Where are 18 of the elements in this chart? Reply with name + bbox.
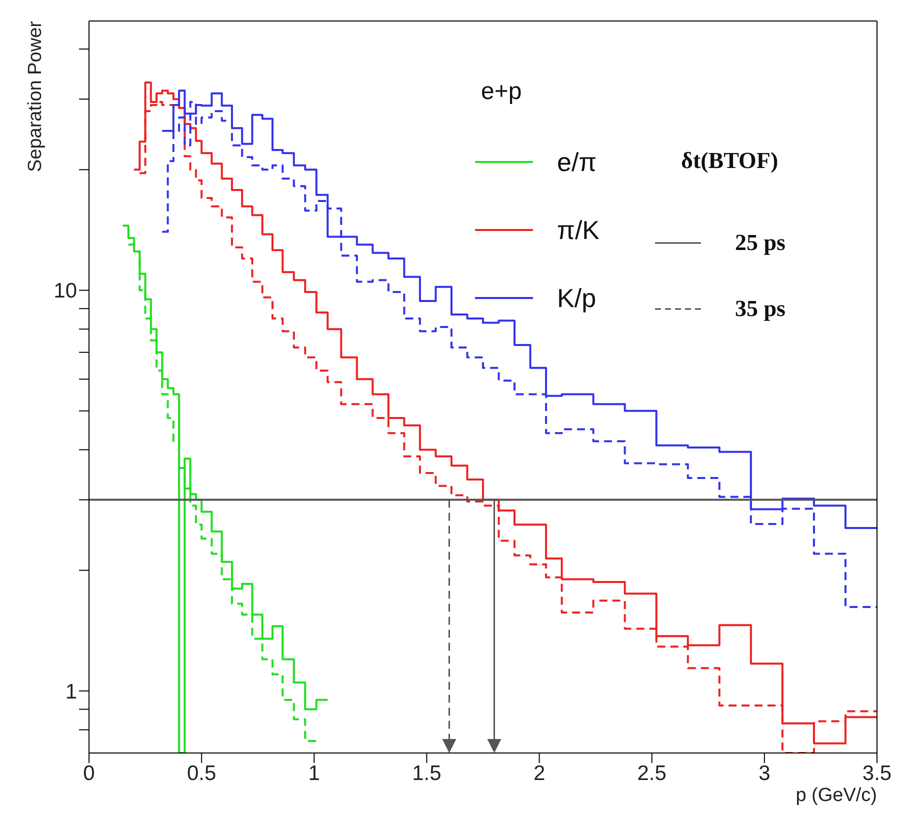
y-tick-label: 10 — [54, 280, 77, 303]
x-tick-label: 2.5 — [637, 762, 666, 785]
annotation: 35 ps — [735, 296, 786, 322]
y-axis-title: Separation Power — [25, 20, 46, 172]
annotation: δt(BTOF) — [681, 148, 780, 175]
legend-label: π/K — [557, 214, 600, 246]
x-tick-label: 3 — [758, 762, 770, 785]
legend-label: K/p — [557, 282, 596, 314]
x-axis-title: p (GeV/c) — [796, 785, 877, 806]
x-tick-label: 1 — [308, 762, 320, 785]
legend-title: e+p — [481, 78, 523, 106]
annotation: 25 ps — [735, 230, 786, 256]
legend-label: e/π — [557, 146, 597, 178]
x-tick-label: 0.5 — [186, 762, 216, 785]
x-tick-label: 2 — [533, 762, 546, 785]
x-tick-label: 0 — [83, 762, 95, 785]
x-tick-label: 3.5 — [862, 762, 892, 785]
x-tick-label: 1.5 — [412, 762, 442, 785]
